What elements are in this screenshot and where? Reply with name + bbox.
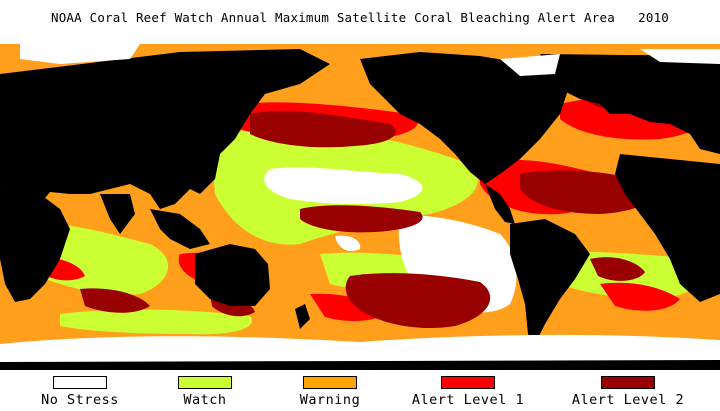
africa-east	[615, 154, 720, 302]
legend-item-alert-level-1: Alert Level 1	[398, 376, 538, 408]
legend-swatch-warning	[303, 376, 357, 389]
central-america	[485, 184, 515, 224]
africa	[0, 184, 70, 302]
legend-swatch-no-stress	[53, 376, 107, 389]
legend-item-no-stress: No Stress	[10, 376, 150, 408]
legend-swatch-watch	[178, 376, 232, 389]
south-america	[510, 219, 590, 344]
north-america	[360, 52, 570, 184]
legend-label-no-stress: No Stress	[41, 392, 119, 408]
legend-item-warning: Warning	[260, 376, 400, 408]
legend-label-warning: Warning	[299, 392, 361, 408]
southeast-asia	[150, 209, 210, 249]
legend: No Stress Watch Warning Alert Level 1 Al…	[0, 376, 720, 411]
legend-swatch-alert-level-2	[601, 376, 655, 389]
legend-label-alert-level-1: Alert Level 1	[411, 392, 525, 408]
legend-label-watch: Watch	[183, 392, 227, 408]
map-title: NOAA Coral Reef Watch Annual Maximum Sat…	[50, 10, 670, 25]
australia	[195, 244, 270, 306]
legend-label-alert-level-2: Alert Level 2	[571, 392, 685, 408]
india	[100, 194, 135, 234]
new-zealand	[295, 304, 310, 329]
legend-item-watch: Watch	[135, 376, 275, 408]
eurasia	[0, 49, 330, 209]
europe-east	[540, 54, 720, 154]
antarctic-land	[0, 360, 720, 370]
legend-swatch-alert-level-1	[441, 376, 495, 389]
legend-item-alert-level-2: Alert Level 2	[558, 376, 698, 408]
bleaching-alert-map	[0, 44, 720, 370]
